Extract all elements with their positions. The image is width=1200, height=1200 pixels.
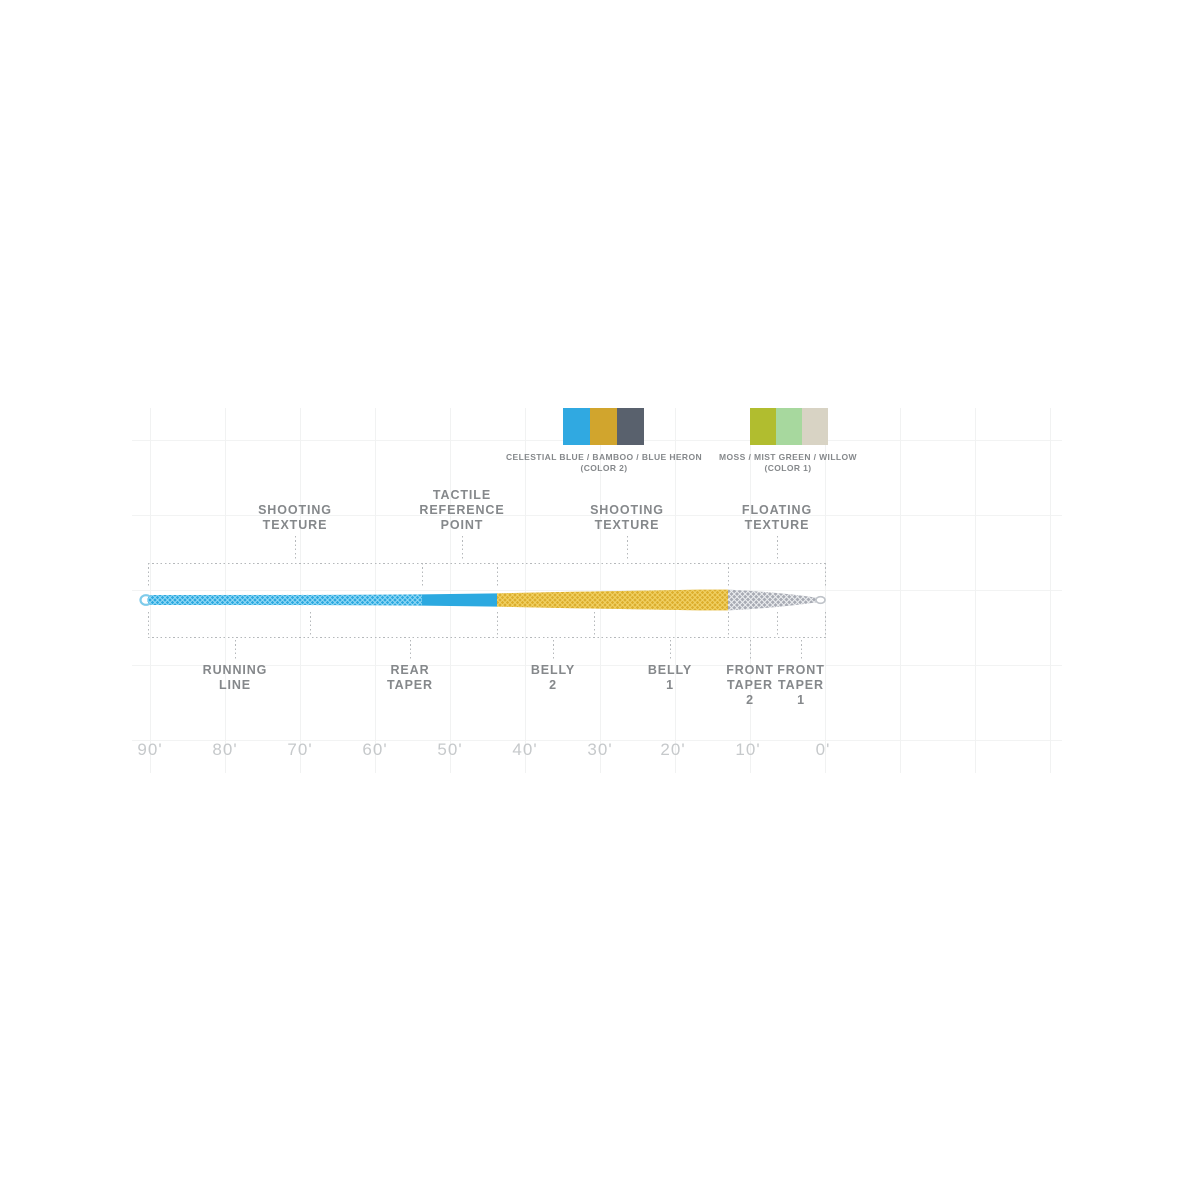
section-bracket-divider — [777, 612, 778, 637]
background-grid — [132, 408, 1062, 773]
fly-line-graphic — [139, 589, 826, 611]
section-leader — [801, 640, 802, 659]
swatch-moss — [750, 408, 776, 445]
legend-label-2: MOSS / MIST GREEN / WILLOW (COLOR 1) — [668, 452, 908, 474]
texture-label-floating-texture: FLOATING TEXTURE — [741, 503, 813, 532]
axis-tick-70: 70' — [287, 740, 313, 759]
axis-tick-50: 50' — [437, 740, 463, 759]
axis-tick-30: 30' — [587, 740, 613, 759]
section-label-belly-2: BELLY 2 — [530, 663, 576, 692]
swatch-celestial-blue — [563, 408, 590, 445]
texture-leader — [295, 536, 296, 561]
section-leader — [670, 640, 671, 659]
swatch-blue-heron — [617, 408, 644, 445]
section-label-running-line: RUNNING LINE — [202, 663, 268, 692]
tip-loop — [815, 595, 826, 605]
section-leader — [235, 640, 236, 659]
section-label-rear-taper: REAR TAPER — [387, 663, 433, 692]
section-bracket-divider — [728, 612, 729, 637]
section-bracket-divider — [594, 612, 595, 637]
texture-bracket-divider — [497, 563, 498, 588]
section-label-front-taper-2: FRONT TAPER 2 — [726, 663, 774, 707]
axis-tick-0: 0' — [815, 740, 831, 759]
swatch-bamboo — [590, 408, 617, 445]
section-bracket-divider — [497, 612, 498, 637]
texture-leader — [777, 536, 778, 561]
legend-colors-text: MOSS / MIST GREEN / WILLOW — [719, 452, 857, 462]
texture-label-shooting-texture: SHOOTING TEXTURE — [590, 503, 664, 532]
front-taper-texture — [728, 589, 816, 611]
axis-tick-10: 10' — [735, 740, 761, 759]
section-label-front-taper-1: FRONT TAPER 1 — [777, 663, 825, 707]
texture-leader — [627, 536, 628, 561]
section-bracket-line — [148, 637, 826, 638]
axis-tick-80: 80' — [212, 740, 238, 759]
legend-colors-text: CELESTIAL BLUE / BAMBOO / BLUE HERON — [505, 452, 703, 462]
axis-tick-90: 90' — [137, 740, 163, 759]
legend-label-1: CELESTIAL BLUE / BAMBOO / BLUE HERON (COL… — [484, 452, 724, 474]
axis-tick-40: 40' — [512, 740, 538, 759]
running-line-texture — [147, 594, 422, 606]
section-leader — [410, 640, 411, 659]
section-label-belly-1: BELLY 1 — [647, 663, 693, 692]
texture-bracket-divider — [825, 563, 826, 588]
axis-tick-60: 60' — [362, 740, 388, 759]
section-bracket-divider — [310, 612, 311, 637]
section-bracket-divider — [825, 612, 826, 637]
texture-label-tactile-reference-point: TACTILE REFERENCE POINT — [419, 488, 505, 532]
belly-texture — [497, 589, 728, 611]
swatch-mist-green — [776, 408, 802, 445]
texture-bracket-divider — [422, 563, 423, 588]
texture-label-shooting-texture: SHOOTING TEXTURE — [258, 503, 332, 532]
texture-leader — [462, 536, 463, 561]
texture-bracket-divider — [728, 563, 729, 588]
texture-bracket-divider — [148, 563, 149, 588]
legend-color-number: (COLOR 2) — [580, 463, 628, 473]
texture-bracket-line — [148, 563, 826, 564]
section-leader — [750, 640, 751, 659]
axis-tick-20: 20' — [660, 740, 686, 759]
section-leader — [553, 640, 554, 659]
section-bracket-divider — [148, 612, 149, 637]
legend-color-number: (COLOR 1) — [764, 463, 812, 473]
swatch-willow — [802, 408, 828, 445]
